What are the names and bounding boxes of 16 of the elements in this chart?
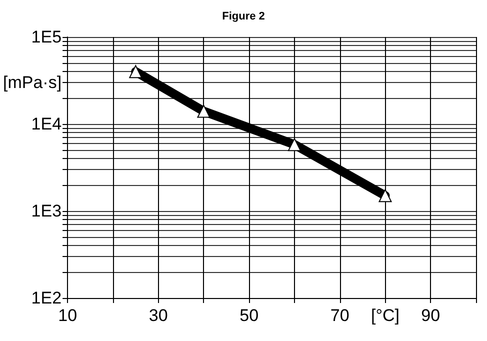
y-tick-label: 1E4 [31,114,62,134]
x-tick-label: 90 [421,306,440,325]
point [288,138,301,152]
point [129,65,142,78]
x-tick-label: 10 [58,306,78,325]
x-tick-label: [°C] [370,306,400,325]
y-tick-label: 1E5 [31,28,62,46]
y-tick-label: 1E2 [31,288,62,308]
y-tick-label: 1E3 [31,202,62,220]
x-tick-label: 50 [240,306,259,325]
x-tick-label: 30 [148,306,168,325]
x-tick-label: 70 [330,306,350,325]
point [378,189,392,202]
point [197,104,210,118]
y-tick-label: [mPa·s] [3,72,62,92]
chart-title: Figure 2 [222,10,265,22]
